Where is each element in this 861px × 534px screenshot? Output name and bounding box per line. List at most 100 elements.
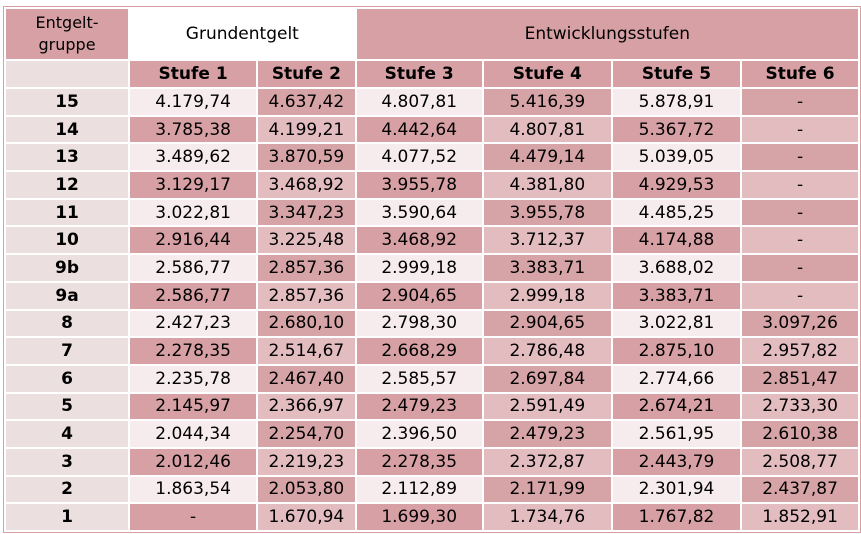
salary-cell-stufe-5: 3.022,81 (612, 310, 741, 337)
entgeltgruppe-cell: 1 (6, 504, 129, 530)
salary-cell-stufe-1: 2.916,44 (130, 227, 257, 254)
header-stufe-5: Stufe 5 (612, 61, 741, 87)
salary-cell-stufe-3: 2.904,65 (356, 282, 482, 309)
salary-cell-stufe-1: 2.044,34 (130, 421, 257, 447)
table-row: 9b 2.586,77 2.857,36 2.999,18 3.383,71 3.688,… (6, 255, 858, 281)
table-row: 13 3.489,62 3.870,59 4.077,52 4.479,14 5.039,… (6, 144, 858, 171)
entgeltgruppe-cell: 14 (6, 116, 129, 143)
table-row: 11 3.022,81 3.347,23 3.590,64 3.955,78 4.485,… (6, 199, 858, 226)
salary-cell-stufe-5: 2.875,10 (612, 338, 741, 364)
salary-cell-stufe-6: 2.437,87 (742, 476, 858, 503)
entgeltgruppe-cell: 10 (6, 227, 129, 254)
salary-cell-stufe-3: 2.999,18 (356, 255, 482, 281)
salary-cell-stufe-6: 2.851,47 (742, 365, 858, 392)
salary-cell-stufe-6: 1.852,91 (742, 504, 858, 530)
salary-cell-stufe-1: 3.129,17 (130, 172, 257, 198)
salary-cell-stufe-1: - (130, 504, 257, 530)
table-row: 9a 2.586,77 2.857,36 2.904,65 2.999,18 3.383,… (6, 282, 858, 309)
entgeltgruppe-cell: 13 (6, 144, 129, 171)
header-stufe-1: Stufe 1 (130, 61, 257, 87)
salary-cell-stufe-2: 1.670,94 (258, 504, 355, 530)
header-grundentgelt: Grundentgelt (130, 9, 355, 59)
salary-cell-stufe-4: 2.786,48 (483, 338, 611, 364)
salary-cell-stufe-3: 4.442,64 (356, 116, 482, 143)
salary-cell-stufe-2: 4.637,42 (258, 89, 355, 115)
entgeltgruppe-cell: 4 (6, 421, 129, 447)
salary-cell-stufe-3: 3.955,78 (356, 172, 482, 198)
header-entgeltgruppe: Entgelt-gruppe (6, 9, 129, 59)
salary-cell-stufe-5: 2.443,79 (612, 448, 741, 475)
header-stufe-6: Stufe 6 (742, 61, 858, 87)
salary-cell-stufe-5: 4.929,53 (612, 172, 741, 198)
salary-cell-stufe-2: 3.347,23 (258, 199, 355, 226)
salary-cell-stufe-4: 2.999,18 (483, 282, 611, 309)
entgeltgruppe-cell: 3 (6, 448, 129, 475)
salary-cell-stufe-4: 4.479,14 (483, 144, 611, 171)
salary-cell-stufe-6: 3.097,26 (742, 310, 858, 337)
salary-cell-stufe-3: 2.112,89 (356, 476, 482, 503)
table-row: 14 3.785,38 4.199,21 4.442,64 4.807,81 5.367,… (6, 116, 858, 143)
salary-cell-stufe-4: 2.372,87 (483, 448, 611, 475)
entgeltgruppe-cell: 12 (6, 172, 129, 198)
salary-cell-stufe-6: 2.733,30 (742, 393, 858, 420)
salary-cell-stufe-2: 2.680,10 (258, 310, 355, 337)
salary-cell-stufe-6: - (742, 255, 858, 281)
entgeltgruppe-cell: 15 (6, 89, 129, 115)
salary-cell-stufe-6: - (742, 282, 858, 309)
salary-cell-stufe-3: 2.668,29 (356, 338, 482, 364)
entgeltgruppe-cell: 7 (6, 338, 129, 364)
salary-cell-stufe-5: 2.674,21 (612, 393, 741, 420)
salary-cell-stufe-3: 1.699,30 (356, 504, 482, 530)
salary-cell-stufe-1: 2.586,77 (130, 255, 257, 281)
salary-cell-stufe-3: 4.807,81 (356, 89, 482, 115)
table-row: 15 4.179,74 4.637,42 4.807,81 5.416,39 5.878,… (6, 89, 858, 115)
salary-cell-stufe-1: 2.278,35 (130, 338, 257, 364)
salary-cell-stufe-5: 4.174,88 (612, 227, 741, 254)
entgeltgruppe-cell: 9b (6, 255, 129, 281)
salary-cell-stufe-2: 2.366,97 (258, 393, 355, 420)
salary-cell-stufe-4: 5.416,39 (483, 89, 611, 115)
salary-cell-stufe-4: 2.904,65 (483, 310, 611, 337)
salary-cell-stufe-1: 3.022,81 (130, 199, 257, 226)
header-entgeltgruppe-line: Entgelt- (35, 13, 99, 32)
salary-cell-stufe-2: 2.053,80 (258, 476, 355, 503)
salary-cell-stufe-5: 2.301,94 (612, 476, 741, 503)
entgeltgruppe-cell: 2 (6, 476, 129, 503)
header-stufe-2: Stufe 2 (258, 61, 355, 87)
salary-cell-stufe-5: 3.383,71 (612, 282, 741, 309)
entgeltgruppe-cell: 6 (6, 365, 129, 392)
salary-cell-stufe-3: 4.077,52 (356, 144, 482, 171)
table-row: 5 2.145,97 2.366,97 2.479,23 2.591,49 2.674,2… (6, 393, 858, 420)
salary-cell-stufe-2: 3.468,92 (258, 172, 355, 198)
salary-cell-stufe-5: 5.039,05 (612, 144, 741, 171)
salary-cell-stufe-1: 2.427,23 (130, 310, 257, 337)
entgeltgruppe-cell: 9a (6, 282, 129, 309)
salary-cell-stufe-6: - (742, 172, 858, 198)
salary-cell-stufe-1: 2.235,78 (130, 365, 257, 392)
salary-cell-stufe-6: - (742, 227, 858, 254)
header-entwicklungsstufen: Entwicklungsstufen (356, 9, 858, 59)
salary-cell-stufe-4: 2.171,99 (483, 476, 611, 503)
salary-cell-stufe-3: 2.585,57 (356, 365, 482, 392)
salary-cell-stufe-5: 5.878,91 (612, 89, 741, 115)
header-corner-cell (6, 61, 129, 87)
salary-cell-stufe-6: - (742, 116, 858, 143)
table-row: 10 2.916,44 3.225,48 3.468,92 3.712,37 4.174,… (6, 227, 858, 254)
table-row: 8 2.427,23 2.680,10 2.798,30 2.904,65 3.022,8… (6, 310, 858, 337)
salary-cell-stufe-4: 3.712,37 (483, 227, 611, 254)
salary-cell-stufe-5: 2.561,95 (612, 421, 741, 447)
salary-cell-stufe-4: 2.591,49 (483, 393, 611, 420)
salary-cell-stufe-5: 1.767,82 (612, 504, 741, 530)
salary-cell-stufe-5: 2.774,66 (612, 365, 741, 392)
salary-cell-stufe-6: 2.508,77 (742, 448, 858, 475)
salary-table-container: Entgelt-gruppe Grundentgelt Entwicklungs… (3, 6, 861, 533)
salary-cell-stufe-2: 2.219,23 (258, 448, 355, 475)
table-row: 2 1.863,54 2.053,80 2.112,89 2.171,99 2.301,9… (6, 476, 858, 503)
table-row: 1-1.670,94 1.699,30 1.734,76 1.767,82 1.852,… (6, 504, 858, 530)
salary-cell-stufe-3: 2.396,50 (356, 421, 482, 447)
salary-cell-stufe-4: 3.955,78 (483, 199, 611, 226)
table-row: 6 2.235,78 2.467,40 2.585,57 2.697,84 2.774,6… (6, 365, 858, 392)
salary-cell-stufe-1: 3.489,62 (130, 144, 257, 171)
salary-cell-stufe-6: 2.957,82 (742, 338, 858, 364)
header-entgeltgruppe-line: gruppe (38, 35, 96, 54)
